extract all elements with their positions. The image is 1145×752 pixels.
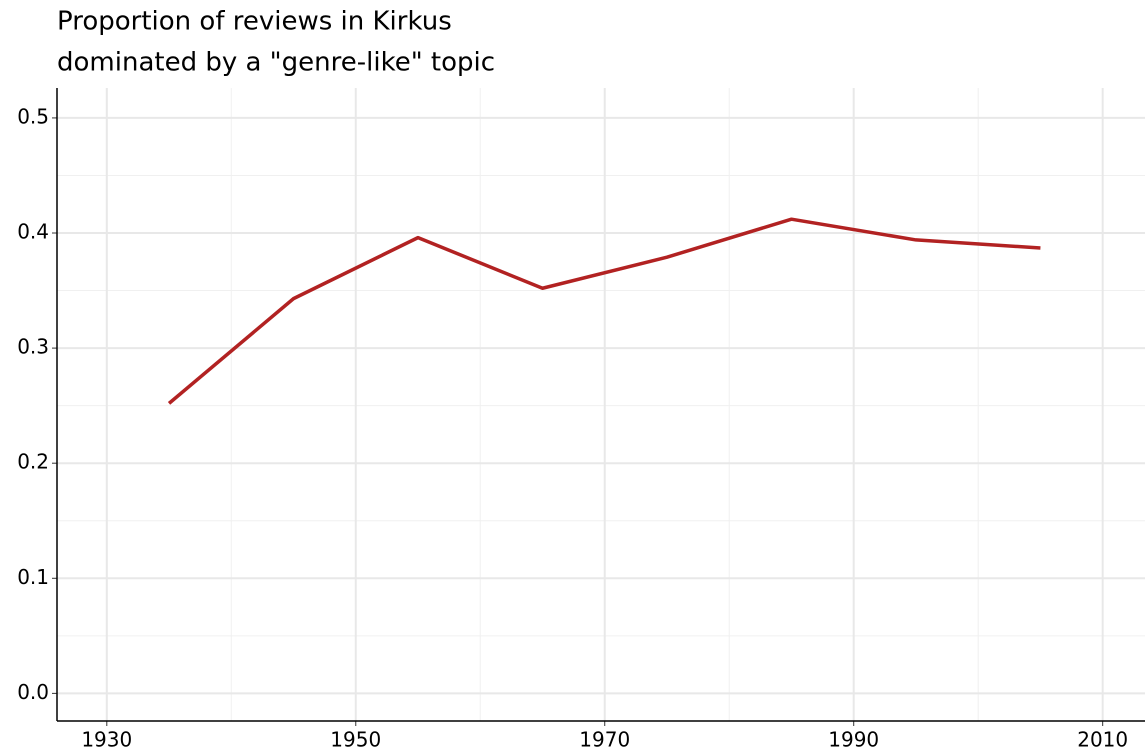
data-line	[167, 217, 1041, 405]
y-tick-label: 0.3	[17, 335, 49, 359]
y-tick-label: 0.0	[17, 680, 49, 704]
x-tick-label: 1970	[579, 728, 630, 752]
y-tick-label: 0.1	[17, 565, 49, 589]
y-tick-label: 0.5	[17, 104, 49, 128]
y-tick-label: 0.4	[17, 220, 49, 244]
x-tick-label: 2010	[1077, 728, 1128, 752]
x-tick-label: 1990	[828, 728, 879, 752]
chart-title-line: dominated by a "genre-like" topic	[57, 48, 495, 78]
x-tick-label: 1950	[330, 728, 381, 752]
chart-title-line: Proportion of reviews in Kirkus	[57, 7, 452, 37]
x-tick-label: 1930	[81, 728, 132, 752]
y-tick-label: 0.2	[17, 450, 49, 474]
